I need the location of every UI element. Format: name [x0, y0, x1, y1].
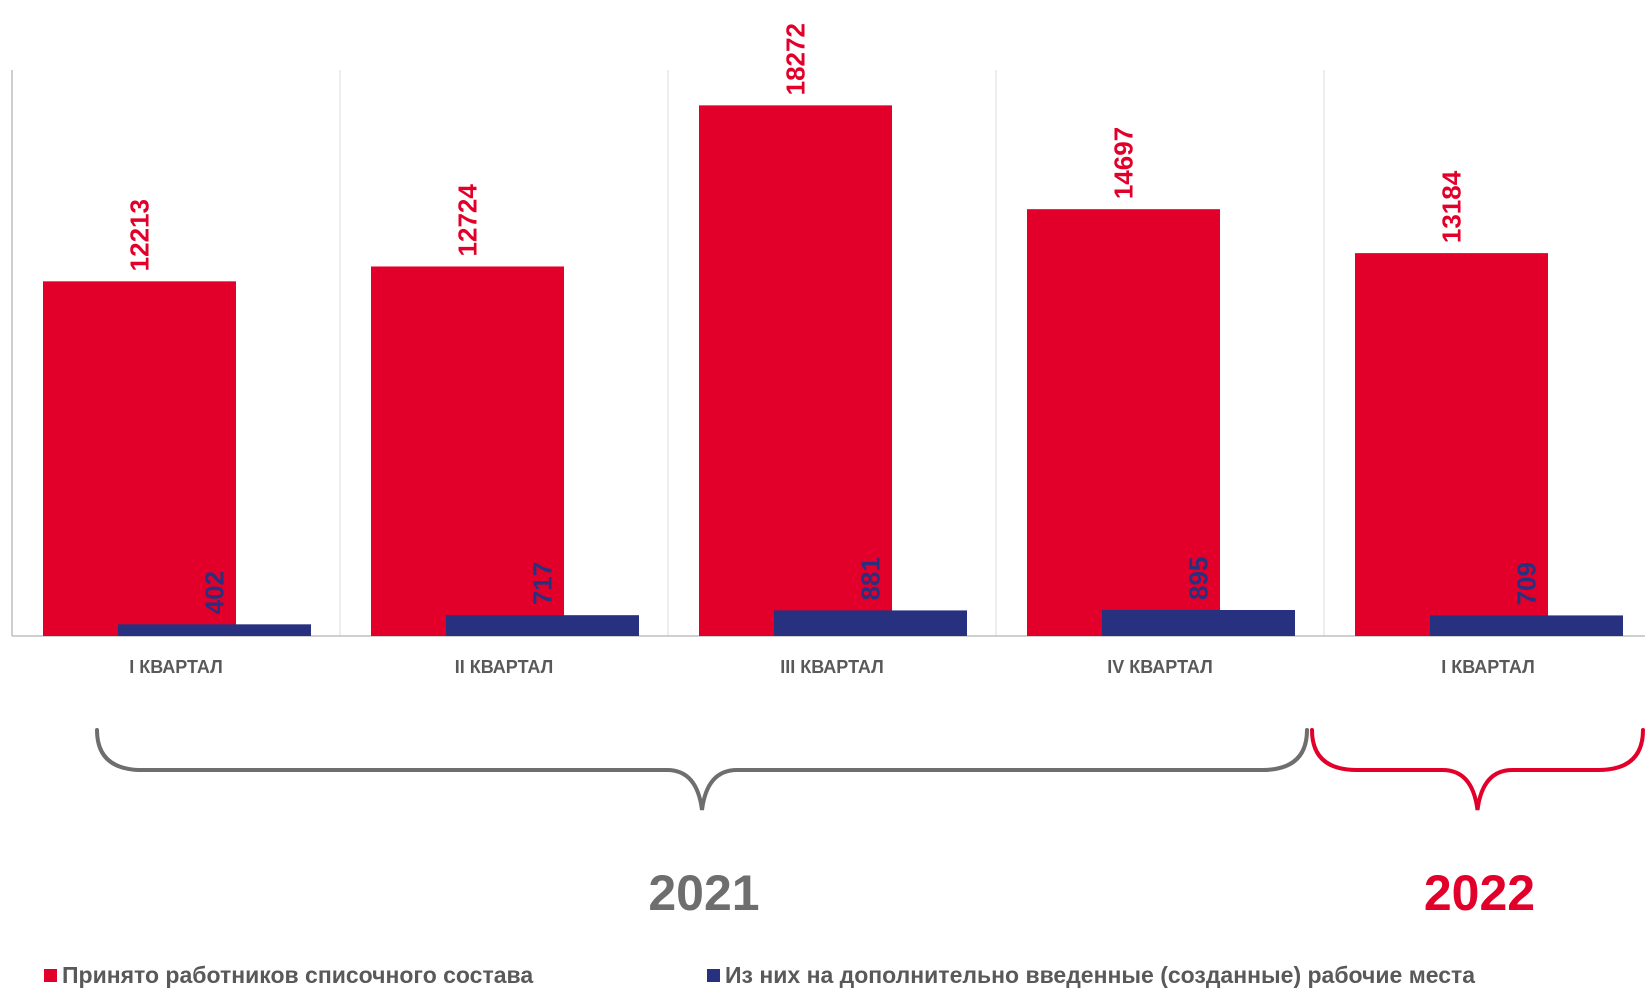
data-label-series-2: 709	[1512, 562, 1542, 605]
group-brace	[95, 728, 1309, 811]
legend-item-series-2: Из них на дополнительно введенные (созда…	[707, 962, 1475, 989]
group-brace	[1310, 728, 1645, 811]
legend-swatch-series-2	[707, 969, 720, 982]
data-label-series-1: 18272	[781, 23, 811, 95]
legend-item-series-1: Принято работников списочного состава	[44, 962, 533, 989]
category-label: IV КВАРТАЛ	[1107, 657, 1213, 677]
bar-series-1	[43, 281, 236, 636]
bar-series-1	[371, 266, 564, 636]
data-label-series-1: 14697	[1109, 127, 1139, 199]
data-label-series-1: 12724	[453, 184, 483, 257]
bar-series-1	[699, 105, 892, 637]
category-label: III КВАРТАЛ	[780, 657, 884, 677]
bar-series-2	[118, 624, 311, 636]
category-label: I КВАРТАЛ	[129, 657, 223, 677]
bar-series-1	[1027, 209, 1220, 636]
bar-series-2	[446, 615, 639, 636]
bar-series-2	[1430, 615, 1623, 636]
category-label: I КВАРТАЛ	[1441, 657, 1535, 677]
group-label: 2022	[1424, 865, 1535, 921]
data-label-series-2: 717	[528, 562, 558, 605]
legend-swatch-series-1	[44, 969, 57, 982]
group-label: 2021	[648, 865, 759, 921]
data-label-series-2: 895	[1184, 557, 1214, 600]
data-label-series-1: 12213	[125, 199, 155, 271]
legend-label-series-1: Принято работников списочного состава	[62, 962, 534, 988]
bar-series-2	[774, 610, 967, 636]
data-label-series-2: 881	[856, 557, 886, 600]
data-label-series-1: 13184	[1437, 170, 1467, 243]
category-label: II КВАРТАЛ	[455, 657, 554, 677]
data-label-series-2: 402	[200, 571, 230, 614]
bar-series-2	[1102, 610, 1295, 636]
legend-label-series-2: Из них на дополнительно введенные (созда…	[725, 962, 1476, 988]
bar-series-1	[1355, 253, 1548, 636]
